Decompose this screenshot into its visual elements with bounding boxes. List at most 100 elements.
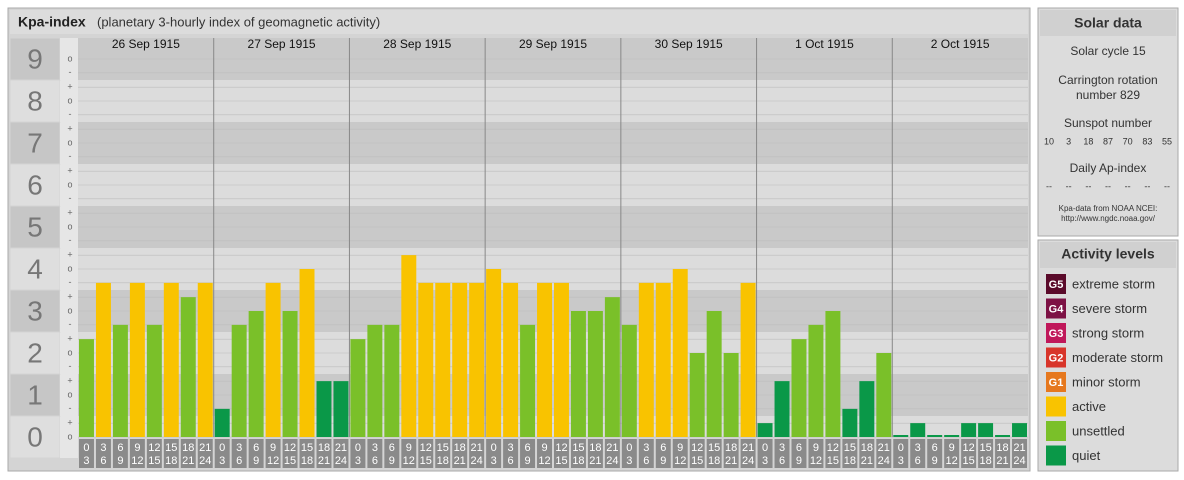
bar [214,408,230,437]
bar [723,353,739,437]
hour-start: 21 [742,442,754,454]
hour-start: 18 [182,442,194,454]
hour-end: 6 [100,455,106,467]
hour-box [452,439,468,468]
hour-start: 21 [471,442,483,454]
hour-box [79,439,94,468]
hour-end: 21 [589,455,601,467]
hour-end: 12 [267,455,279,467]
ap-value: -- [1066,181,1072,191]
bar [350,339,366,437]
hour-box [299,439,315,468]
legend-label: quiet [1072,448,1101,463]
legend-badge: G4 [1049,303,1065,315]
hour-end: 24 [878,455,890,467]
hour-start: 0 [898,442,904,454]
legend-swatch [1046,445,1066,466]
chart-subtitle: (planetary 3-hourly index of geomagnetic… [97,14,380,29]
bar [842,408,858,437]
legend-badge: G2 [1049,352,1064,364]
hour-box [316,439,332,468]
hour-start: 18 [454,442,466,454]
hour-box [1012,439,1027,468]
hour-box [927,439,943,468]
hour-start: 3 [100,442,106,454]
hour-end: 15 [555,455,567,467]
bar [282,311,298,437]
bar [791,339,807,437]
hour-start: 0 [355,442,361,454]
hour-box [910,439,926,468]
sunspot-label: Sunspot number [1064,116,1152,130]
hour-start: 12 [555,442,567,454]
y-subtick-label: - [69,151,72,161]
legend-swatch [1046,298,1066,319]
y-tick-label: 9 [27,43,43,74]
hour-end: 21 [861,455,873,467]
y-subtick-label: - [69,235,72,245]
hour-box [655,439,671,468]
activity-title-bar [1040,242,1176,268]
hour-end: 15 [284,455,296,467]
legend-label: severe storm [1072,301,1147,316]
y-subtick-label: o [67,179,72,189]
hour-end: 15 [691,455,703,467]
hour-box [791,439,807,468]
hour-box [333,439,349,468]
y-subtick-label: - [69,193,72,203]
hour-box [214,439,230,468]
hour-end: 18 [708,455,720,467]
hour-end: 9 [524,455,530,467]
sunspot-value: 10 [1044,136,1054,146]
hour-end: 9 [117,455,123,467]
hour-end: 9 [253,455,259,467]
hour-start: 3 [508,442,514,454]
y-subtick-label: o [67,305,72,315]
hour-start: 12 [827,442,839,454]
title-bar [10,10,1028,34]
hour-box [944,439,960,468]
y-subtick-label: + [67,292,72,302]
legend-swatch [1046,274,1066,294]
hour-end: 9 [796,455,802,467]
source: Kpa-data from NOAA NCEI: [1059,204,1158,213]
hour-box [808,439,824,468]
hour-box [469,439,485,468]
y-tick-label: 6 [27,169,43,200]
solar-cycle: Solar cycle 15 [1070,44,1146,58]
hour-box [672,439,688,468]
ap-value: -- [1144,181,1150,191]
bar [859,381,875,437]
hour-end: 18 [572,455,584,467]
ap-value: -- [1085,181,1091,191]
hour-start: 6 [932,442,938,454]
ap-value: -- [1164,181,1170,191]
y-tick-label: 8 [27,85,43,116]
hour-start: 18 [318,442,330,454]
legend-badge: G5 [1049,279,1064,291]
hour-box [129,439,145,468]
bar [706,311,722,437]
hour-end: 18 [844,455,856,467]
hour-end: 9 [660,455,666,467]
hour-end: 6 [236,455,242,467]
hour-end: 18 [165,455,177,467]
hour-start: 15 [301,442,313,454]
hour-box [418,439,434,468]
solar-title: Solar data [1074,15,1142,31]
y-subtick-label: - [69,109,72,119]
bar [129,282,145,437]
hour-start: 3 [643,442,649,454]
hour-box [825,439,841,468]
bar [146,324,162,437]
hour-box [384,439,400,468]
day-label: 1 Oct 1915 [795,37,854,51]
y-sub-band [60,374,78,416]
hour-start: 3 [236,442,242,454]
hour-end: 21 [996,455,1008,467]
hour-end: 6 [508,455,514,467]
ap-value: -- [1105,181,1111,191]
hour-end: 12 [403,455,415,467]
hour-start: 0 [762,442,768,454]
bar [197,282,213,437]
